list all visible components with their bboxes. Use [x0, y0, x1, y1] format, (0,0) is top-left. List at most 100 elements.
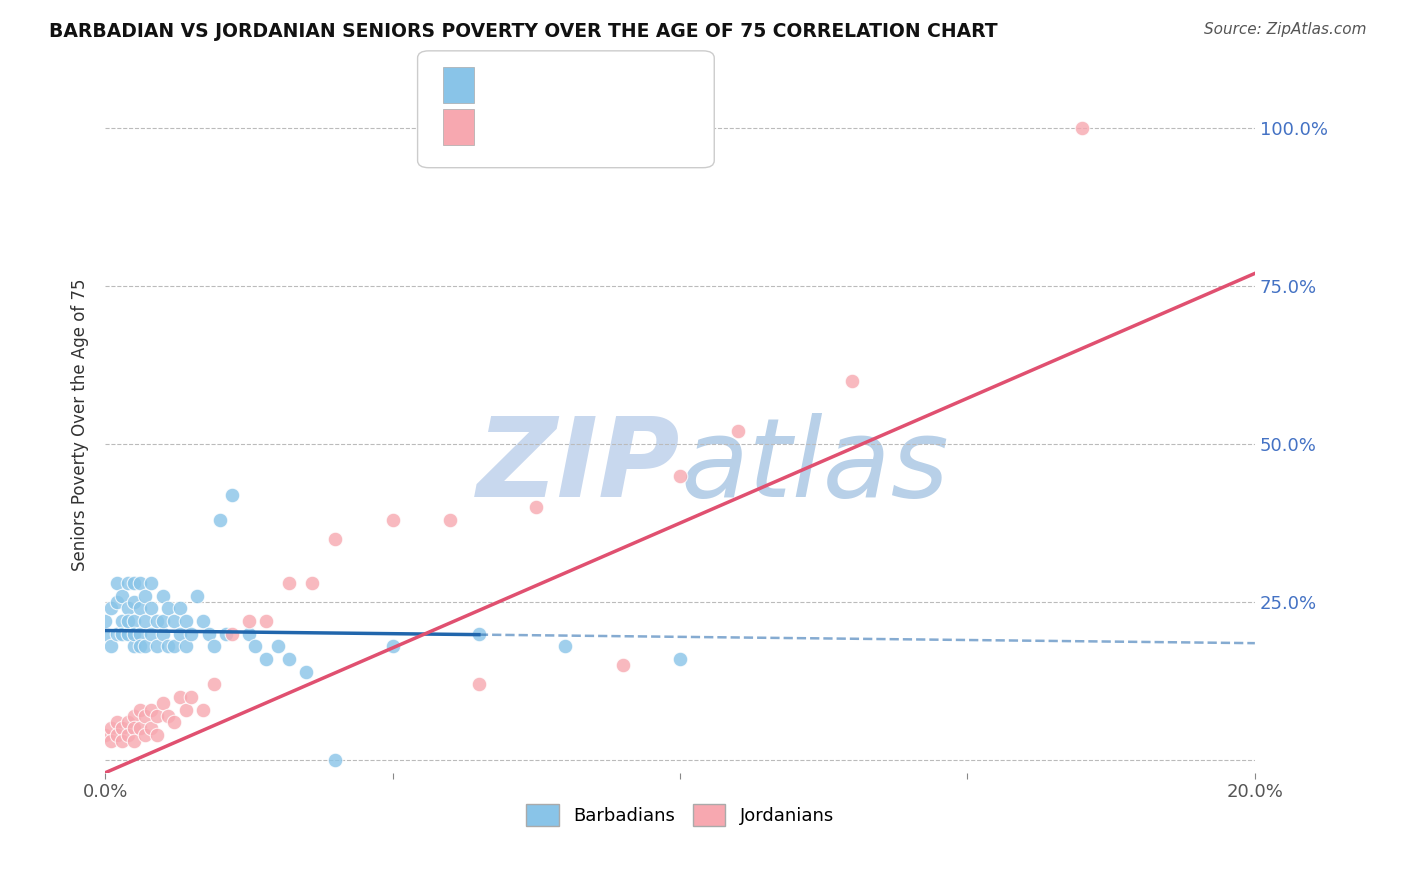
Point — [381, 513, 404, 527]
Point — [134, 709, 156, 723]
Point — [1071, 121, 1094, 136]
Point — [141, 601, 163, 615]
Point — [612, 658, 634, 673]
Point — [468, 626, 491, 640]
Point — [134, 728, 156, 742]
Point — [174, 614, 197, 628]
Point — [278, 652, 301, 666]
Y-axis label: Seniors Poverty Over the Age of 75: Seniors Poverty Over the Age of 75 — [72, 279, 89, 572]
Point — [163, 715, 186, 730]
Point — [186, 589, 208, 603]
Point — [105, 715, 128, 730]
Point — [117, 626, 139, 640]
Point — [122, 626, 145, 640]
Point — [221, 488, 243, 502]
Point — [122, 734, 145, 748]
Point — [94, 626, 117, 640]
Point — [254, 652, 277, 666]
Point — [152, 626, 174, 640]
Text: 0.763: 0.763 — [517, 118, 572, 136]
Point — [278, 576, 301, 591]
Point — [146, 614, 169, 628]
Point — [180, 626, 202, 640]
Point — [122, 595, 145, 609]
Point — [122, 614, 145, 628]
Point — [134, 640, 156, 654]
Point — [146, 709, 169, 723]
Legend: Barbadians, Jordanians: Barbadians, Jordanians — [519, 797, 841, 833]
Point — [524, 500, 547, 515]
Point — [191, 614, 214, 628]
Text: R =: R = — [482, 76, 520, 94]
Point — [146, 728, 169, 742]
Point — [841, 374, 863, 388]
Point — [169, 690, 191, 704]
Point — [117, 576, 139, 591]
Point — [157, 640, 180, 654]
Point — [122, 709, 145, 723]
Point — [128, 640, 150, 654]
Point — [197, 626, 219, 640]
Point — [100, 601, 122, 615]
Text: N =: N = — [591, 76, 630, 94]
Point — [157, 601, 180, 615]
Point — [111, 589, 134, 603]
Point — [117, 601, 139, 615]
Text: 61: 61 — [623, 76, 647, 94]
Point — [669, 652, 692, 666]
Point — [146, 640, 169, 654]
Point — [727, 425, 749, 439]
Text: Source: ZipAtlas.com: Source: ZipAtlas.com — [1204, 22, 1367, 37]
Point — [221, 626, 243, 640]
Text: ZIP: ZIP — [477, 413, 681, 520]
Point — [254, 614, 277, 628]
Point — [141, 702, 163, 716]
Point — [204, 640, 226, 654]
Point — [157, 709, 180, 723]
Text: 43: 43 — [623, 118, 647, 136]
Point — [152, 614, 174, 628]
Point — [163, 640, 186, 654]
Point — [128, 601, 150, 615]
Point — [323, 532, 346, 546]
Point — [295, 665, 318, 679]
Point — [152, 589, 174, 603]
Point — [117, 614, 139, 628]
Point — [266, 640, 288, 654]
Point — [243, 640, 266, 654]
Point — [554, 640, 576, 654]
Point — [128, 576, 150, 591]
Point — [238, 614, 260, 628]
Point — [174, 640, 197, 654]
Point — [111, 614, 134, 628]
Text: atlas: atlas — [681, 413, 949, 520]
Point — [669, 468, 692, 483]
Point — [141, 722, 163, 736]
Point — [100, 640, 122, 654]
Point — [174, 702, 197, 716]
Point — [122, 576, 145, 591]
Point — [152, 696, 174, 710]
Point — [100, 722, 122, 736]
Point — [238, 626, 260, 640]
Point — [134, 614, 156, 628]
Point — [105, 626, 128, 640]
Point — [169, 601, 191, 615]
Text: -0.019: -0.019 — [517, 76, 579, 94]
Point — [117, 715, 139, 730]
Point — [323, 753, 346, 767]
Point — [105, 595, 128, 609]
Point — [122, 722, 145, 736]
Point — [169, 626, 191, 640]
Point — [128, 626, 150, 640]
Point — [117, 728, 139, 742]
Point — [111, 734, 134, 748]
Point — [111, 626, 134, 640]
Text: R =: R = — [482, 118, 520, 136]
Point — [468, 677, 491, 691]
Point — [141, 576, 163, 591]
Point — [209, 513, 232, 527]
Point — [94, 728, 117, 742]
Point — [439, 513, 461, 527]
Point — [111, 722, 134, 736]
